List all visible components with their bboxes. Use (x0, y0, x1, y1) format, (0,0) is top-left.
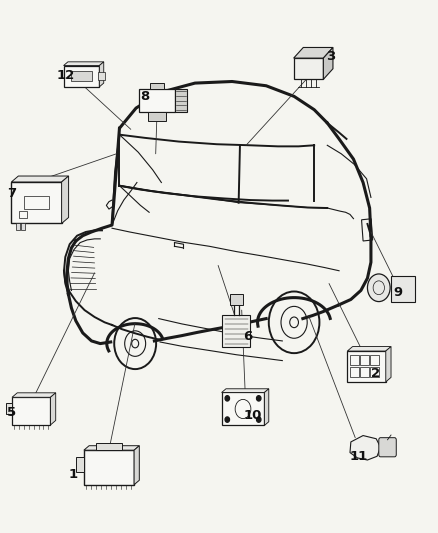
Bar (370, 367, 379, 376)
Bar (139, 89, 175, 112)
Bar (230, 294, 243, 305)
Polygon shape (293, 47, 333, 58)
Bar (150, 83, 163, 89)
Circle shape (225, 417, 230, 422)
Text: 7: 7 (7, 187, 16, 200)
Bar (223, 316, 251, 348)
Bar (99, 72, 105, 80)
Circle shape (225, 395, 230, 401)
Bar (361, 219, 373, 241)
Polygon shape (386, 346, 391, 382)
Bar (16, 223, 20, 230)
Polygon shape (350, 435, 381, 460)
Bar (71, 71, 92, 82)
Text: 5: 5 (7, 406, 16, 419)
Bar (96, 443, 122, 450)
Bar (370, 356, 379, 365)
Bar (350, 367, 359, 376)
Polygon shape (12, 393, 56, 397)
Polygon shape (323, 47, 333, 79)
Bar (350, 356, 359, 365)
Bar (19, 211, 27, 217)
Bar (12, 397, 50, 425)
Bar (360, 367, 369, 376)
Text: 8: 8 (140, 90, 149, 103)
Polygon shape (347, 346, 391, 351)
Polygon shape (134, 446, 139, 484)
Bar (148, 112, 166, 121)
Polygon shape (11, 176, 69, 182)
Bar (24, 196, 49, 209)
Circle shape (257, 417, 261, 422)
Polygon shape (265, 389, 269, 425)
Bar (84, 450, 134, 484)
Text: 3: 3 (326, 50, 335, 63)
Bar (76, 457, 84, 472)
Bar (222, 392, 265, 425)
Bar (11, 182, 62, 223)
Circle shape (367, 274, 390, 302)
Polygon shape (222, 389, 269, 392)
Polygon shape (50, 393, 56, 425)
Text: 10: 10 (244, 409, 262, 422)
FancyBboxPatch shape (379, 438, 396, 457)
Text: 6: 6 (243, 330, 252, 343)
Bar (6, 402, 12, 414)
Text: 9: 9 (393, 286, 403, 298)
Bar (64, 66, 99, 87)
Bar (391, 276, 415, 302)
Text: 12: 12 (56, 69, 74, 82)
Bar (293, 58, 323, 79)
Bar (360, 356, 369, 365)
Circle shape (257, 395, 261, 401)
Bar (175, 89, 187, 112)
Polygon shape (62, 176, 69, 223)
Bar (21, 223, 25, 230)
Text: 2: 2 (371, 367, 380, 381)
Polygon shape (99, 62, 104, 87)
Text: 1: 1 (68, 469, 77, 481)
Bar (347, 351, 386, 382)
Polygon shape (84, 446, 139, 450)
Polygon shape (64, 62, 104, 66)
Text: 11: 11 (350, 450, 368, 463)
